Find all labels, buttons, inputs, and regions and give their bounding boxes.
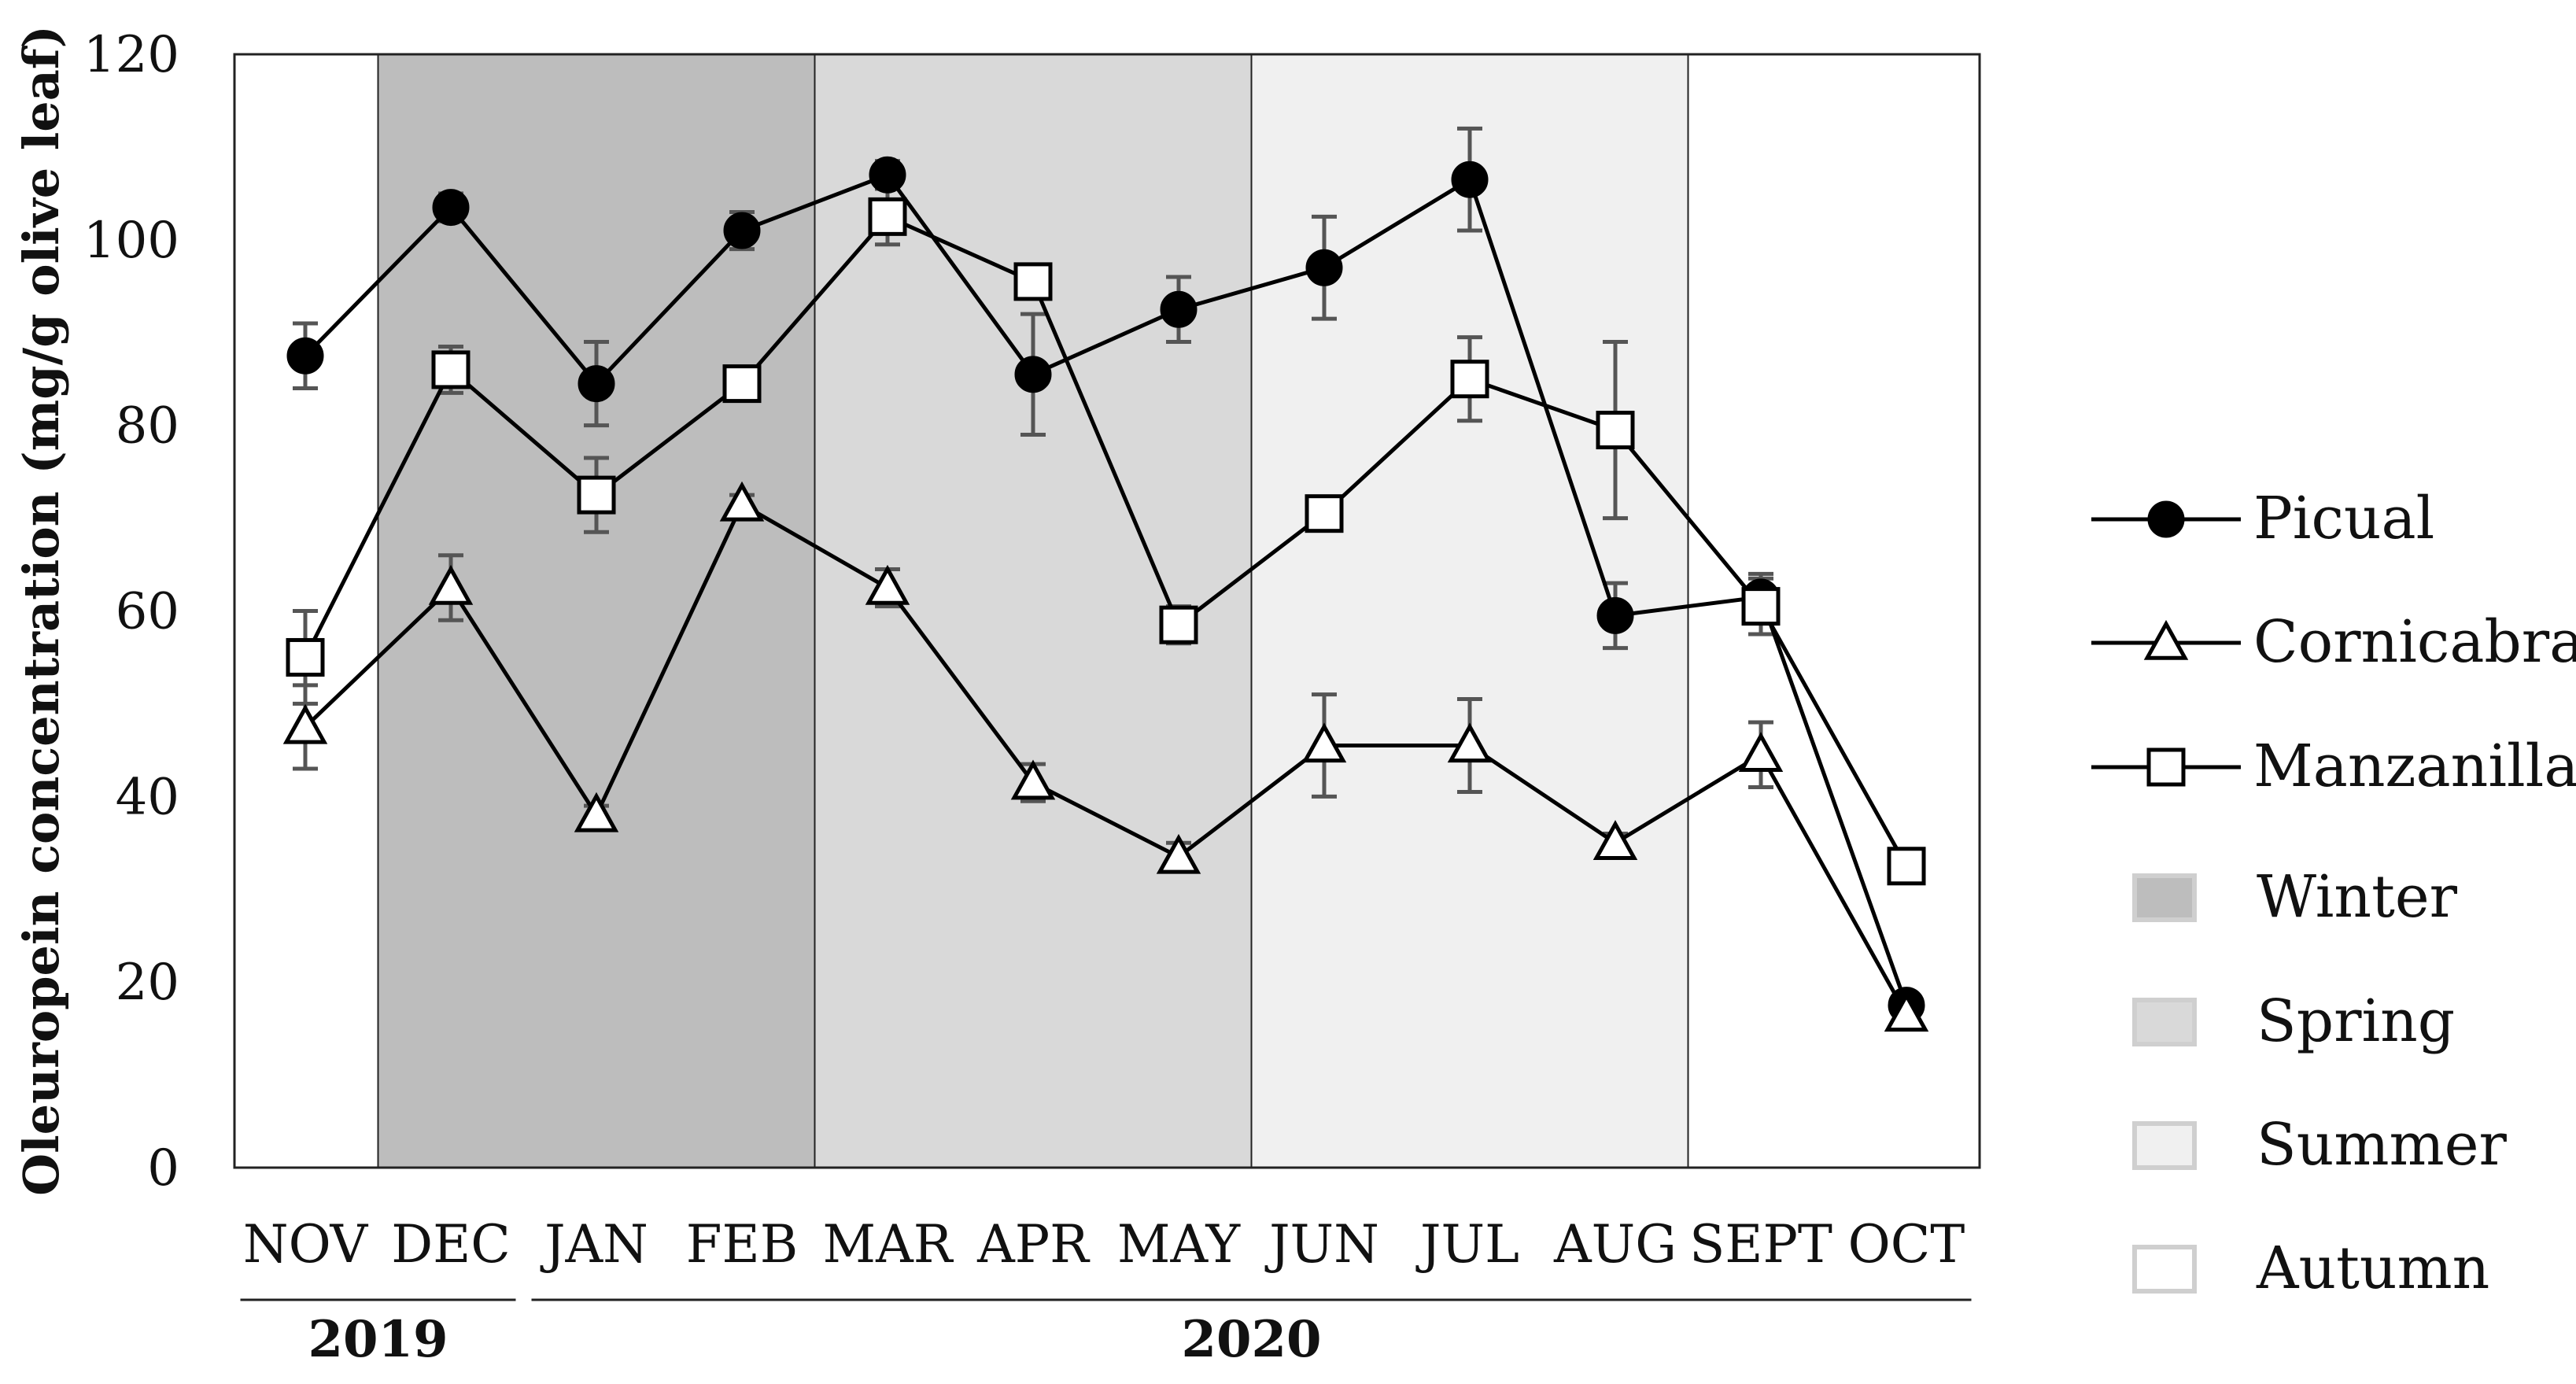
y-tick-label-100: 100 bbox=[83, 212, 179, 270]
legend-marker-manzanilla bbox=[2146, 747, 2186, 787]
x-tick-label-sept: SEPT bbox=[1689, 1214, 1832, 1275]
y-tick-label-60: 60 bbox=[116, 583, 179, 641]
data-point-cornicabra bbox=[428, 564, 474, 605]
data-point-cornicabra bbox=[1592, 820, 1638, 860]
data-point-manzanilla bbox=[286, 637, 325, 677]
year-label-2020: 2020 bbox=[1181, 1310, 1321, 1369]
data-point-cornicabra bbox=[1447, 722, 1493, 763]
x-tick-label-dec: DEC bbox=[391, 1214, 511, 1275]
data-point-manzanilla bbox=[1596, 411, 1635, 450]
legend-swatch-summer bbox=[2132, 1121, 2197, 1170]
data-point-cornicabra bbox=[1301, 722, 1347, 763]
legend-label-summer: Summer bbox=[2257, 1111, 2507, 1179]
legend-marker-cornicabra bbox=[2143, 619, 2189, 660]
data-point-manzanilla bbox=[1013, 262, 1053, 301]
x-tick-label-aug: AUG bbox=[1553, 1214, 1677, 1275]
data-point-picual bbox=[1160, 290, 1198, 328]
data-point-cornicabra bbox=[1010, 759, 1056, 800]
y-tick-label-120: 120 bbox=[83, 26, 179, 84]
legend-label-picual: Picual bbox=[2253, 485, 2434, 552]
legend-swatch-spring bbox=[2132, 998, 2197, 1046]
legend-label-spring: Spring bbox=[2257, 987, 2455, 1055]
series-markers bbox=[282, 156, 1929, 1032]
x-tick-label-feb: FEB bbox=[686, 1214, 798, 1275]
axes: 0 20 40 60 80 100 120 NOV DEC JAN FEB MAR APR MAY JUN J… bbox=[83, 26, 1972, 1369]
data-point-cornicabra bbox=[1884, 991, 1929, 1032]
series-line-manzanilla bbox=[303, 214, 1909, 867]
legend-swatch-winter bbox=[2132, 873, 2197, 922]
series-line-cornicabra bbox=[304, 501, 1909, 1016]
series-line-picual bbox=[304, 172, 1909, 1006]
data-point-manzanilla bbox=[1159, 605, 1198, 644]
data-point-picual bbox=[578, 365, 615, 403]
data-point-manzanilla bbox=[722, 364, 762, 404]
data-point-picual bbox=[869, 156, 906, 194]
data-point-manzanilla bbox=[1305, 494, 1344, 533]
x-tick-label-jan: JAN bbox=[540, 1214, 648, 1275]
x-tick-label-apr: APR bbox=[976, 1214, 1091, 1275]
data-point-picual bbox=[723, 212, 761, 249]
data-point-cornicabra bbox=[865, 564, 910, 605]
legend-marker-picual bbox=[2147, 500, 2185, 538]
data-point-manzanilla bbox=[431, 350, 471, 389]
legend-label-autumn: Autumn bbox=[2256, 1235, 2489, 1302]
x-tick-label-mar: MAR bbox=[823, 1214, 954, 1275]
y-tick-label-0: 0 bbox=[147, 1139, 179, 1198]
data-point-manzanilla bbox=[577, 475, 616, 515]
legend: Picual Cornicabra Manzanilla Winter Spring Su… bbox=[2091, 485, 2576, 1302]
season-dividers bbox=[377, 54, 1689, 1168]
data-point-cornicabra bbox=[719, 481, 765, 522]
x-tick-label-jul: JUL bbox=[1415, 1214, 1519, 1275]
y-tick-label-20: 20 bbox=[116, 954, 179, 1012]
x-tick-label-oct: OCT bbox=[1848, 1214, 1965, 1275]
x-tick-label-nov: NOV bbox=[243, 1214, 369, 1275]
data-point-manzanilla bbox=[1741, 587, 1781, 626]
data-point-cornicabra bbox=[1156, 833, 1201, 874]
data-point-picual bbox=[1451, 161, 1489, 198]
legend-label-winter: Winter bbox=[2257, 863, 2458, 931]
y-tick-label-80: 80 bbox=[116, 397, 179, 456]
y-tick-label-40: 40 bbox=[116, 768, 179, 826]
data-point-cornicabra bbox=[282, 703, 328, 744]
data-point-manzanilla bbox=[1450, 360, 1489, 399]
x-tick-label-may: MAY bbox=[1117, 1214, 1242, 1275]
plot-frame bbox=[233, 53, 1981, 1169]
x-tick-label-jun: JUN bbox=[1264, 1214, 1379, 1275]
series-lines bbox=[303, 172, 1909, 1016]
data-point-cornicabra bbox=[574, 792, 619, 832]
legend-swatch-autumn bbox=[2132, 1245, 2197, 1294]
y-axis-label: Oleuropein concentration (mg/g olive lea… bbox=[13, 25, 70, 1196]
data-point-picual bbox=[286, 337, 324, 375]
year-label-2019: 2019 bbox=[308, 1310, 448, 1369]
legend-label-cornicabra: Cornicabra bbox=[2253, 608, 2576, 676]
data-point-picual bbox=[1596, 596, 1634, 634]
legend-label-manzanilla: Manzanilla bbox=[2253, 733, 2576, 800]
data-point-manzanilla bbox=[868, 197, 907, 236]
data-point-picual bbox=[1305, 249, 1343, 286]
data-point-picual bbox=[1014, 356, 1052, 393]
data-point-picual bbox=[432, 189, 470, 227]
data-point-manzanilla bbox=[1887, 847, 1926, 886]
data-point-cornicabra bbox=[1738, 732, 1784, 772]
